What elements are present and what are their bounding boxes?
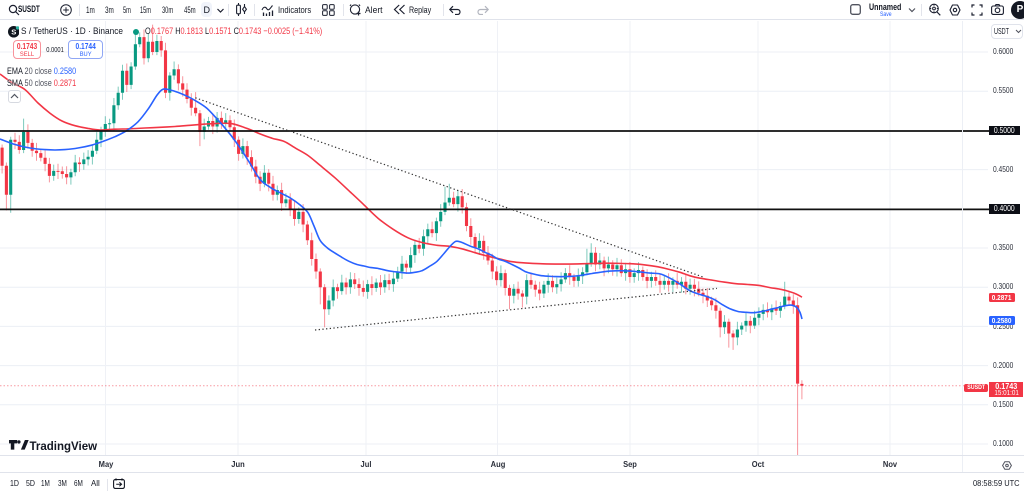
svg-text:TradingView: TradingView	[30, 440, 98, 452]
svg-text:S: S	[11, 27, 16, 36]
